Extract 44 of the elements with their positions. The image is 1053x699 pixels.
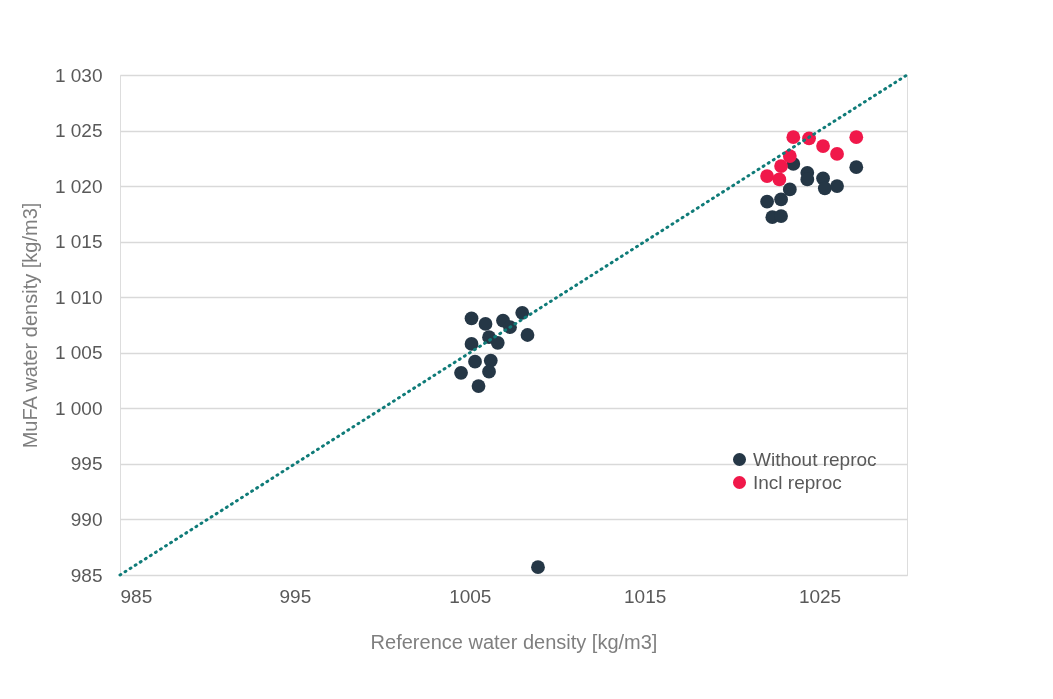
legend-label: Incl reproc bbox=[753, 471, 842, 493]
point bbox=[482, 364, 496, 379]
x-tick-label: 995 bbox=[279, 585, 312, 607]
point bbox=[830, 179, 844, 193]
point bbox=[849, 130, 864, 145]
point bbox=[774, 209, 788, 223]
point bbox=[520, 328, 535, 342]
point bbox=[471, 379, 486, 393]
y-tick-label: 990 bbox=[70, 508, 103, 530]
x-tick-label: 1005 bbox=[449, 585, 492, 607]
point bbox=[515, 305, 530, 320]
point bbox=[478, 317, 493, 331]
point bbox=[468, 354, 482, 369]
point bbox=[772, 172, 787, 187]
y-tick-label: 1 030 bbox=[54, 64, 103, 86]
point bbox=[464, 337, 479, 351]
point bbox=[760, 169, 774, 183]
point bbox=[849, 160, 864, 175]
point bbox=[774, 192, 788, 207]
y-tick-label: 1 015 bbox=[54, 231, 103, 253]
y-axis-title: MuFA water density [kg/m3] bbox=[18, 202, 41, 449]
point bbox=[786, 130, 801, 145]
y-tick-label: 1 010 bbox=[54, 286, 103, 308]
x-tick-label: 985 bbox=[120, 585, 153, 607]
legend-label: Without reproc bbox=[753, 448, 877, 470]
point bbox=[817, 181, 832, 196]
y-tick-label: 1 020 bbox=[54, 175, 103, 197]
point bbox=[760, 194, 774, 209]
point bbox=[490, 335, 505, 350]
y-tick-label: 1 025 bbox=[54, 120, 103, 142]
x-tick-label: 1015 bbox=[624, 585, 667, 607]
point bbox=[782, 182, 797, 197]
point bbox=[774, 159, 788, 173]
y-tick-label: 1 000 bbox=[54, 397, 103, 419]
point bbox=[454, 365, 468, 380]
point bbox=[464, 311, 479, 326]
y-tick-label: 995 bbox=[70, 453, 103, 475]
point bbox=[816, 139, 830, 153]
point bbox=[830, 147, 844, 161]
x-axis-title: Reference water density [kg/m3] bbox=[370, 630, 658, 653]
x-tick-label: 1025 bbox=[798, 585, 842, 607]
y-tick-label: 985 bbox=[70, 564, 103, 586]
y-tick-label: 1 005 bbox=[54, 342, 103, 364]
point bbox=[531, 560, 545, 575]
